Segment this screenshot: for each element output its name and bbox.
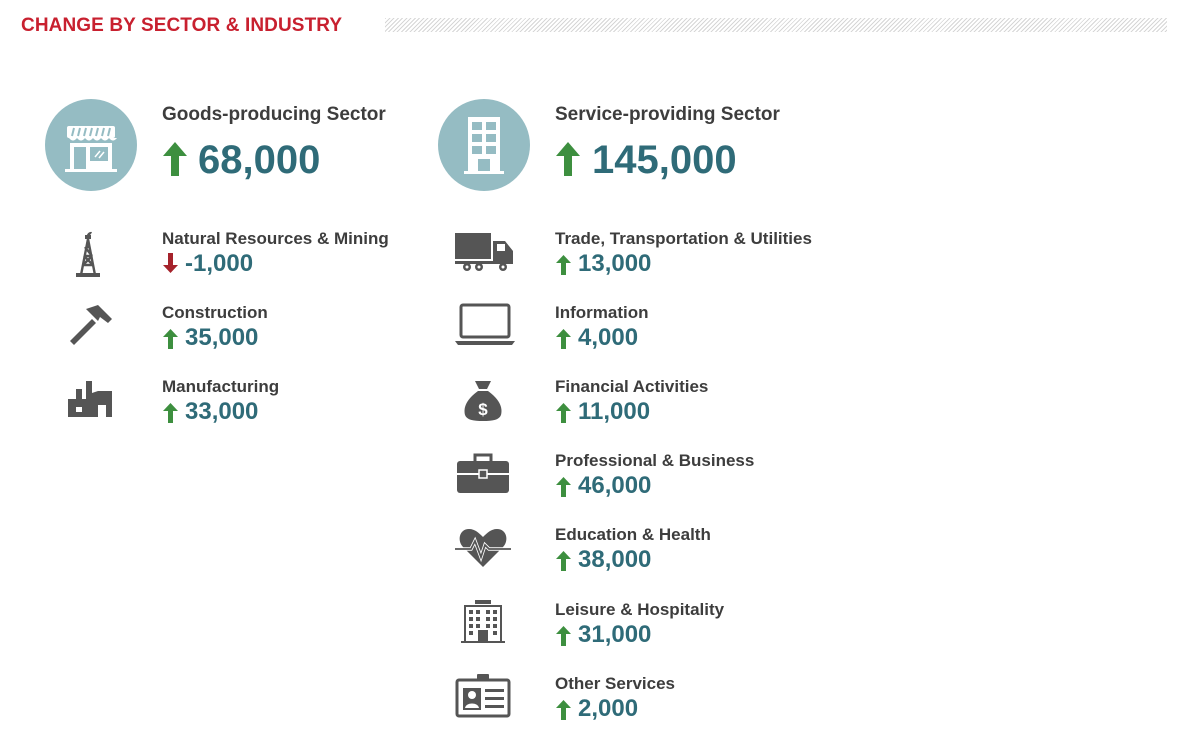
industry-leisure-hospitality: Leisure & Hospitality 31,000	[455, 600, 835, 662]
industry-value: 33,000	[185, 398, 259, 425]
arrow-up-icon	[556, 551, 571, 571]
industry-value: 11,000	[578, 398, 651, 425]
storefront-icon	[45, 99, 137, 191]
industry-information: Information 4,000	[455, 303, 835, 365]
industry-name: Professional & Business	[555, 451, 755, 470]
arrow-up-icon	[556, 403, 571, 423]
section-title: CHANGE BY SECTOR & INDUSTRY	[21, 15, 343, 36]
industry-construction: Construction 35,000	[62, 303, 442, 365]
factory-icon	[62, 377, 132, 429]
arrow-up-icon	[163, 329, 178, 349]
truck-icon	[455, 229, 525, 281]
industry-natural-resources-mining: Natural Resources & Mining -1,000	[62, 229, 442, 291]
arrow-up-icon	[556, 255, 571, 275]
industry-value: 13,000	[578, 250, 652, 277]
industry-value: 35,000	[185, 324, 259, 351]
industry-name: Leisure & Hospitality	[555, 600, 725, 619]
arrow-up-icon	[556, 626, 571, 646]
section-header: CHANGE BY SECTOR & INDUSTRY	[21, 14, 1169, 40]
industry-trade-transportation-utilities: Trade, Transportation & Utilities 13,000	[455, 229, 835, 291]
id-card-icon	[455, 674, 525, 726]
industry-professional-business: Professional & Business 46,000	[455, 451, 835, 513]
svg-text:$: $	[478, 400, 488, 419]
industry-value: 38,000	[578, 546, 652, 573]
industry-name: Education & Health	[555, 525, 711, 544]
industry-other-services: Other Services 2,000	[455, 674, 835, 736]
laptop-icon	[455, 303, 525, 355]
arrow-up-icon	[556, 700, 571, 720]
industry-value: 4,000	[578, 324, 639, 351]
sector-name: Goods-producing Sector	[162, 104, 386, 125]
sector-value: 145,000	[592, 138, 737, 182]
industry-name: Construction	[162, 303, 268, 322]
industry-financial-activities: $ Financial Activities 11,000	[455, 377, 835, 439]
arrow-up-icon	[556, 142, 580, 176]
hammer-icon	[62, 303, 132, 355]
hotel-icon	[455, 600, 525, 652]
industry-education-health: Education & Health 38,000	[455, 525, 835, 587]
arrow-up-icon	[556, 477, 571, 497]
office-building-icon	[438, 99, 530, 191]
briefcase-icon	[455, 451, 525, 503]
hatched-divider	[385, 18, 1167, 32]
arrow-up-icon	[163, 142, 187, 176]
industry-name: Trade, Transportation & Utilities	[555, 229, 812, 248]
industry-name: Natural Resources & Mining	[162, 229, 389, 248]
industry-manufacturing: Manufacturing 33,000	[62, 377, 442, 439]
industry-name: Financial Activities	[555, 377, 709, 396]
arrow-up-icon	[163, 403, 178, 423]
industry-value: -1,000	[185, 250, 254, 277]
industry-name: Information	[555, 303, 649, 322]
sector-value: 68,000	[198, 138, 321, 182]
arrow-down-icon	[163, 253, 178, 273]
industry-name: Other Services	[555, 674, 676, 693]
industry-value: 31,000	[578, 621, 652, 648]
oil-derrick-icon	[62, 229, 132, 281]
heart-pulse-icon	[455, 525, 525, 577]
industry-value: 46,000	[578, 472, 652, 499]
sector-name: Service-providing Sector	[555, 104, 780, 125]
industry-name: Manufacturing	[162, 377, 280, 396]
industry-value: 2,000	[578, 695, 639, 722]
arrow-up-icon	[556, 329, 571, 349]
money-bag-icon: $	[455, 377, 525, 429]
